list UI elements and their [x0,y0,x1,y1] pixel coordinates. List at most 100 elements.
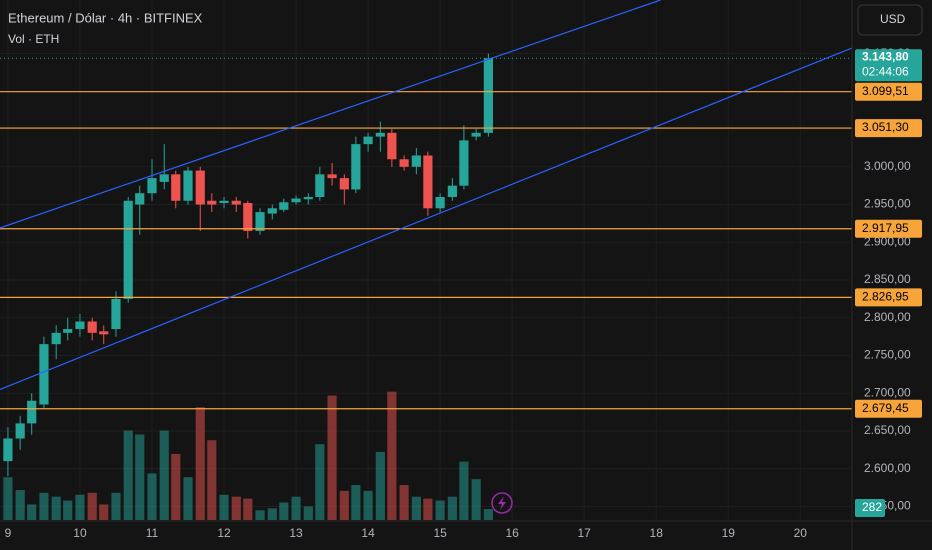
y-tick-label: 2.800,00 [864,310,911,324]
volume-bar [111,492,121,520]
x-tick-label: 11 [146,526,159,540]
volume-bar [159,430,169,520]
last-price-label: 3.143,80 [862,49,909,63]
level-badge [855,119,922,138]
volume-bar [399,485,409,520]
candle-body [3,438,13,462]
y-tick-label: 2.750,00 [864,348,911,362]
level-label: 3.051,30 [862,120,909,134]
candle-body [459,140,469,186]
candle-body [339,178,349,190]
y-tick-label: 2.650,00 [864,423,911,437]
level-badge [855,219,922,238]
trend-line [0,47,852,390]
volume-bar [267,508,277,520]
volume-bar [3,477,13,520]
volume-bar [291,496,301,520]
candle-body [63,329,73,333]
candle-body [183,170,193,201]
volume-bar [327,395,337,520]
volume-bar [411,496,421,520]
currency-label[interactable]: USD [880,12,906,26]
x-tick-label: 13 [289,526,303,540]
candle-body [159,174,169,182]
candle-body [111,298,121,330]
volume-bar [231,496,241,520]
countdown: 02:44:06 [862,64,909,78]
x-tick-label: 10 [73,526,87,540]
level-label: 2.826,95 [862,290,909,304]
volume-bar [279,502,289,520]
level-badge [855,82,922,101]
volume-bar [147,473,157,520]
candle-body [27,400,37,424]
volume-bar [423,498,433,520]
volume-bar [63,500,73,520]
candle-body [411,155,421,167]
volume-bar [75,494,85,520]
candle-body [243,203,253,231]
candle-body [435,196,445,209]
candle-body [51,332,61,345]
volume-bar [99,504,109,520]
volume-bar [351,485,361,520]
candle-body [375,132,385,137]
volume-bar [87,492,97,520]
candle-body [351,144,361,190]
time-axis-bg [0,521,932,550]
trend-line [0,0,661,229]
volume-bar [483,509,493,520]
candle-body [195,170,205,205]
volume-bar [375,451,385,520]
volume-pane [3,391,493,520]
volume-bar [243,498,253,520]
candle-body [75,321,85,330]
volume-label: 282 [862,500,882,514]
candle-body [123,200,133,299]
volume-bar [171,453,181,520]
candle-body [447,185,457,197]
volume-badge [855,499,885,517]
volume-bar [39,492,49,520]
level-badge [855,399,922,418]
y-tick-label: 2.850,00 [864,272,911,286]
level-label: 2.917,95 [862,221,909,235]
candle-body [327,174,337,179]
y-tick-label: 2.950,00 [864,197,911,211]
x-tick-label: 12 [217,526,231,540]
candle-body [87,321,97,333]
candle-body [15,423,25,439]
volume-bar [363,490,373,520]
x-tick-label: 15 [433,526,447,540]
volume-bar [255,510,265,520]
volume-bar [315,444,325,520]
volume-bar [459,461,469,520]
candle-body [279,202,289,210]
volume-bar [471,479,481,520]
volume-title: Vol · ETH [8,32,59,46]
volume-bar [135,434,145,520]
candle-body [387,132,397,160]
candle-body [423,155,433,209]
x-tick-label: 20 [794,526,808,540]
y-tick-label: 2.900,00 [864,234,911,248]
candle-body [207,200,217,205]
candle-body [363,136,373,145]
level-label: 2.679,45 [862,401,909,415]
x-tick-label: 19 [722,526,736,540]
volume-bar [447,496,457,520]
candle-body [315,174,325,197]
y-tick-label: 2.700,00 [864,385,911,399]
candle-body [267,208,277,214]
volume-bar [183,477,193,520]
x-tick-label: 17 [578,526,592,540]
volume-bar [435,500,445,520]
volume-bar [195,407,205,520]
lightning-icon[interactable] [491,492,513,514]
x-tick-label: 16 [505,526,519,540]
candle-body [471,132,481,137]
currency-button[interactable] [857,4,923,36]
x-tick-label: 14 [361,526,375,540]
volume-bar [27,504,37,520]
